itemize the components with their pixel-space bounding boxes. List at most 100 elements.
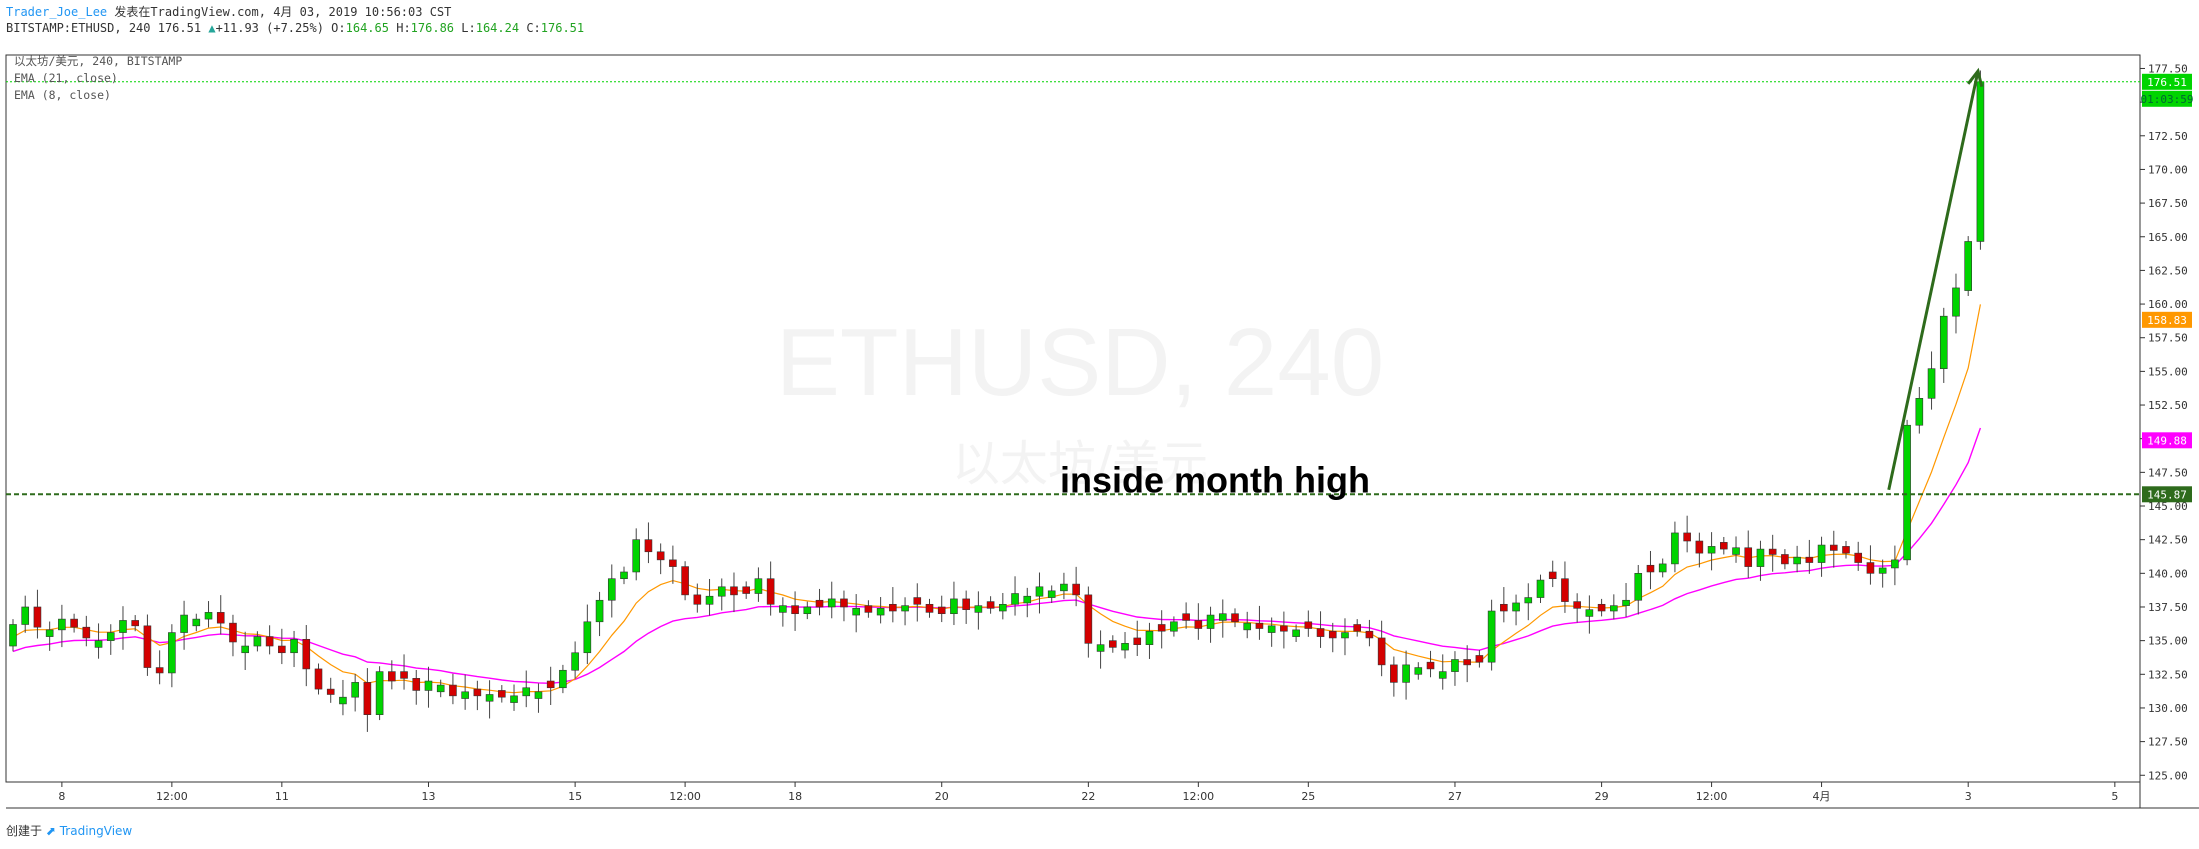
candle-body bbox=[1377, 637, 1386, 666]
symbol-line: BITSTAMP:ETHUSD, 240 bbox=[6, 21, 151, 35]
high-value: 176.86 bbox=[410, 21, 455, 35]
candle-body bbox=[400, 671, 408, 679]
candle-body bbox=[1781, 554, 1789, 565]
candle-body bbox=[632, 539, 641, 573]
candle-body bbox=[1353, 624, 1361, 632]
x-tick-label: 4月 bbox=[1813, 790, 1831, 803]
candle-body bbox=[1121, 643, 1129, 651]
candle-body bbox=[1597, 603, 1606, 612]
watermark-name: 以太坊/美元 bbox=[952, 436, 1208, 492]
ema8-legend[interactable]: EMA (8, close) bbox=[14, 88, 111, 102]
y-tick-label: 142.50 bbox=[2148, 534, 2188, 547]
candle-body bbox=[1927, 368, 1936, 399]
candle-body bbox=[730, 586, 738, 596]
candle-body bbox=[1414, 667, 1423, 675]
candle-body bbox=[669, 559, 677, 567]
candle-body bbox=[1744, 547, 1753, 567]
candle-body bbox=[168, 632, 176, 674]
candle-body bbox=[1316, 628, 1325, 637]
candle-body bbox=[1573, 601, 1581, 609]
y-tick-label: 137.50 bbox=[2148, 601, 2188, 614]
candle-body bbox=[1438, 671, 1447, 679]
candle-body bbox=[449, 684, 457, 697]
x-tick-label: 12:00 bbox=[669, 790, 701, 803]
candle-body bbox=[779, 605, 787, 613]
candle-body bbox=[717, 586, 726, 597]
y-tick-label: 162.50 bbox=[2148, 264, 2188, 277]
high-label: H: bbox=[396, 21, 411, 35]
level-label: inside month high bbox=[1060, 459, 1370, 500]
candle-body bbox=[1231, 613, 1239, 623]
candle-body bbox=[620, 571, 628, 580]
candle-body bbox=[681, 566, 689, 596]
candle-body bbox=[1047, 590, 1056, 598]
y-tick-label: 130.00 bbox=[2148, 702, 2188, 715]
candle-body bbox=[314, 668, 323, 690]
price-tag-label: 145.87 bbox=[2147, 488, 2187, 501]
countdown-tag bbox=[2142, 90, 2192, 107]
candle-body bbox=[1194, 620, 1203, 629]
candle-body bbox=[412, 678, 421, 691]
x-tick-label: 18 bbox=[788, 790, 802, 803]
candle-body bbox=[9, 624, 17, 647]
candle-body bbox=[522, 687, 531, 697]
candle-body bbox=[1561, 578, 1569, 602]
candle-body bbox=[1304, 621, 1313, 629]
candle-body bbox=[70, 618, 78, 628]
price-tag-label: 176.51 bbox=[2147, 76, 2187, 89]
candle-body bbox=[155, 667, 164, 674]
candle-body bbox=[1536, 579, 1545, 598]
candle-body bbox=[94, 640, 103, 648]
y-tick-label: 145.00 bbox=[2148, 500, 2188, 513]
candle-body bbox=[326, 688, 335, 695]
candle-body bbox=[216, 612, 225, 624]
x-tick-label: 3 bbox=[1965, 790, 1972, 803]
tradingview-logo-icon[interactable]: ⬈ bbox=[45, 824, 56, 838]
y-tick-label: 135.00 bbox=[2148, 635, 2188, 648]
candle-body bbox=[986, 601, 995, 609]
candle-body bbox=[705, 595, 714, 605]
chart-header: Trader_Joe_Lee 发表在TradingView.com, 4月 03… bbox=[6, 4, 584, 36]
candle-body bbox=[1170, 621, 1178, 632]
candle-body bbox=[925, 603, 934, 613]
candle-body bbox=[1096, 644, 1105, 652]
x-tick-label: 29 bbox=[1595, 790, 1609, 803]
countdown-label: 01:03:59 bbox=[2141, 93, 2194, 106]
candle-body bbox=[485, 694, 494, 702]
candle-body bbox=[1817, 544, 1826, 563]
y-tick-label: 140.00 bbox=[2148, 567, 2188, 580]
candle-body bbox=[1243, 622, 1252, 631]
ema8-line bbox=[12, 304, 1981, 694]
candle-body bbox=[1903, 424, 1911, 561]
x-tick-label: 25 bbox=[1301, 790, 1315, 803]
candle-body bbox=[815, 599, 824, 608]
candle-body bbox=[33, 606, 42, 628]
candle-body bbox=[1267, 625, 1276, 633]
candle-body bbox=[852, 608, 860, 616]
candle-body bbox=[1891, 559, 1899, 569]
ema21-legend[interactable]: EMA (21, close) bbox=[14, 71, 118, 85]
watermark-symbol: ETHUSD, 240 bbox=[776, 309, 1384, 416]
author-link[interactable]: Trader_Joe_Lee bbox=[6, 5, 108, 19]
x-tick-label: 5 bbox=[2111, 790, 2118, 803]
y-tick-label: 157.50 bbox=[2148, 332, 2188, 345]
x-tick-label: 12:00 bbox=[1696, 790, 1728, 803]
x-tick-label: 27 bbox=[1448, 790, 1462, 803]
candle-body bbox=[497, 690, 506, 698]
candle-body bbox=[82, 626, 91, 639]
tradingview-brand[interactable]: TradingView bbox=[59, 824, 133, 838]
candle-body bbox=[1084, 594, 1093, 644]
candle-body bbox=[1060, 583, 1068, 592]
candle-body bbox=[766, 578, 775, 605]
plot-frame bbox=[5, 54, 2141, 783]
x-tick-label: 15 bbox=[568, 790, 582, 803]
y-tick-label: 160.00 bbox=[2148, 298, 2188, 311]
y-tick-label: 177.50 bbox=[2148, 62, 2188, 75]
candle-body bbox=[534, 691, 543, 699]
candle-body bbox=[1145, 630, 1154, 645]
candle-body bbox=[1548, 571, 1557, 580]
candle-body bbox=[1646, 564, 1655, 573]
candle-body bbox=[571, 652, 579, 671]
candle-body bbox=[1109, 640, 1117, 648]
